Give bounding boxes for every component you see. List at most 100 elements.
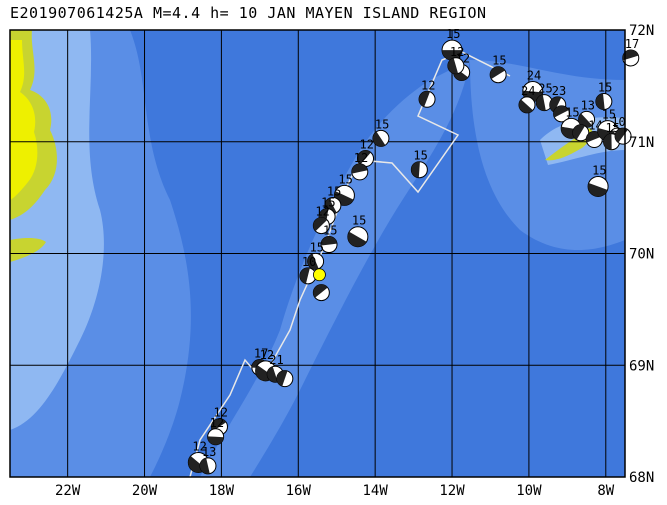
event-depth-label: 12 [210,416,224,430]
event-depth-label: 12 [450,45,464,59]
focal-mechanism-ball [210,418,228,436]
lon-tick-label: 18W [209,483,235,499]
lon-tick-label: 14W [363,483,389,499]
compressional-quadrant [321,236,337,246]
focal-mechanism-ball [199,457,217,475]
focal-mechanism-ball [418,90,436,108]
focal-mechanism-ball [312,284,330,302]
compressional-quadrant [307,253,319,270]
event-depth-label: 24 [527,68,541,82]
lon-tick-label: 12W [439,483,465,499]
event-depth-label: 15 [446,27,460,41]
event-depth-label: 17 [254,346,268,360]
compressional-quadrant [276,370,288,387]
compressional-quadrant [411,161,420,178]
event-depth-label: 10 [302,255,316,269]
lon-tick-label: 16W [286,483,312,499]
compressional-quadrant [572,124,585,140]
focal-mechanism-ball [518,96,536,114]
focal-mechanism-ball [372,129,390,147]
event-depth-label: 15 [352,214,366,228]
compressional-quadrant [313,217,328,232]
focal-mechanism-ball [595,93,613,111]
compressional-quadrant [207,436,224,445]
main-event-marker [313,268,326,282]
event-depth-label: 10 [611,115,625,129]
focal-mechanism-ball [622,49,640,67]
lon-tick-label: 10W [516,483,542,499]
lat-tick-label: 71N [629,135,654,151]
focal-mechanism-ball [307,252,325,270]
focal-mechanism-ball [447,57,465,75]
focal-mechanism-ball [587,175,609,197]
map-title: E201907061425A M=4.4 h= 10 JAN MAYEN ISL… [10,4,487,22]
compressional-quadrant [586,131,602,143]
event-depth-label: 15 [338,172,352,186]
event-depth-label: 13 [581,98,595,112]
focal-mechanism-ball [553,105,571,123]
compressional-quadrant [490,66,505,79]
compressional-quadrant [372,131,386,147]
event-depth-label: 15 [323,224,337,238]
event-depth-label: 15 [602,108,616,122]
compressional-quadrant [595,93,605,110]
focal-mechanism-ball [535,94,553,112]
event-depth-label: 15 [321,196,335,210]
event-depth-label: 15 [327,184,341,198]
compressional-quadrant [447,58,459,74]
focal-mechanism-ball [207,428,225,446]
focal-mechanism-ball [276,370,294,388]
event-depth-label: 12 [315,205,329,219]
axis-labels: 22W 20W 18W 16W 14W 12W 10W 8W 68N 69N 70N 71N 72N [55,23,654,499]
event-depth-label: 21 [269,353,283,367]
scoresby-sund-land [10,238,46,262]
event-depth-label: 12 [421,78,435,92]
lat-tick-label: 68N [629,470,654,486]
event-depth-label: 12 [354,151,368,165]
event-depth-label: 24 [521,84,535,98]
lat-tick-label: 72N [629,23,654,39]
lat-tick-label: 69N [629,358,654,374]
event-depth-label: 17 [625,37,639,51]
focal-mechanism-ball [320,236,338,254]
event-depth-label: 12 [260,348,274,362]
compressional-quadrant [553,105,569,118]
event-depth-label: 12 [192,439,206,453]
compressional-quadrant [267,366,278,383]
event-depth-label: 15 [598,81,612,95]
event-depth-label: 15 [592,163,606,177]
focal-mechanism-ball [312,217,330,235]
compressional-quadrant [603,133,612,150]
compressional-quadrant [357,150,371,165]
lon-tick-label: 22W [55,483,81,499]
event-depth-label: 15 [375,117,389,131]
event-depth-label: 25 [538,82,552,96]
compressional-quadrant [199,458,210,474]
event-depth-label: 12 [213,406,227,420]
event-depth-label: 15 [310,240,324,254]
compressional-quadrant [622,49,639,61]
greenland-highland [10,40,38,200]
event-depth-label: 15 [492,54,506,68]
compressional-quadrant [588,183,608,197]
compressional-quadrant [536,94,546,111]
event-depth-label: 23 [552,84,566,98]
compressional-quadrant [313,284,328,298]
focal-mechanism-ball [351,163,369,181]
focal-mechanism-ball [572,124,590,142]
event-depth-label: 12 [360,138,374,152]
compressional-quadrant [518,99,533,113]
event-depth-label: 13 [202,445,216,459]
lon-tick-label: 20W [132,483,158,499]
focal-mechanism-ball [410,161,428,179]
compressional-quadrant [347,231,367,247]
focal-mechanism-ball [489,66,507,84]
compressional-quadrant [578,113,593,128]
compressional-quadrant [211,418,227,432]
map-frame [9,29,626,478]
lat-tick-label: 70N [629,247,654,263]
lon-tick-label: 8W [597,483,614,499]
event-depth-label: 15 [413,149,427,163]
